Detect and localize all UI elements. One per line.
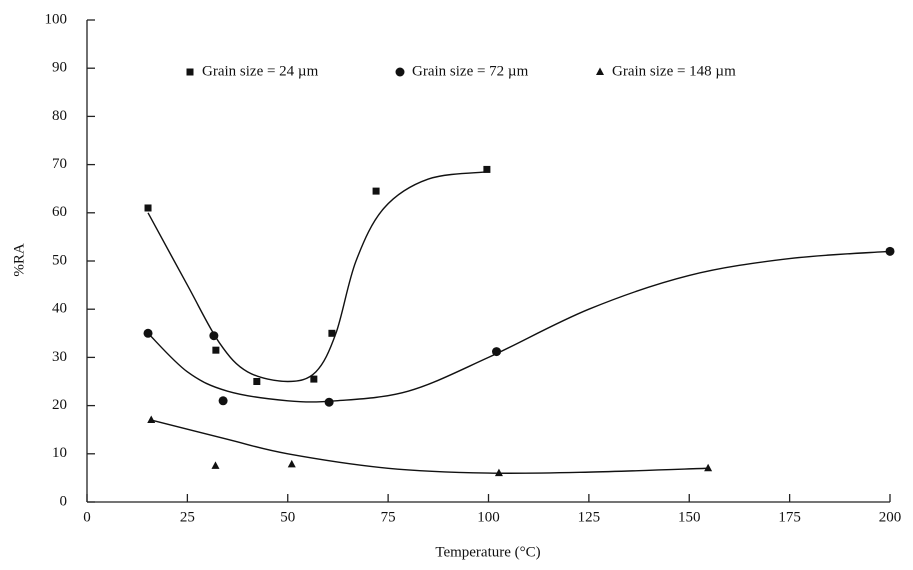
y-tick-label: 100	[45, 11, 68, 27]
point	[253, 378, 261, 385]
legend-marker	[395, 67, 405, 77]
x-tick-label: 150	[678, 509, 701, 525]
x-tick-label: 200	[879, 509, 902, 525]
point	[492, 347, 502, 357]
point	[218, 396, 228, 406]
point	[494, 468, 503, 477]
x-tick-label: 0	[83, 509, 91, 525]
x-axis-label: Temperature (°C)	[435, 544, 540, 560]
x-tick-label: 50	[280, 509, 295, 525]
point	[143, 328, 153, 338]
y-tick-label: 30	[52, 349, 67, 365]
point	[287, 459, 296, 468]
y-tick-label: 90	[52, 60, 67, 76]
y-tick-label: 60	[52, 204, 67, 220]
point	[211, 461, 220, 469]
fit-curve	[151, 419, 709, 475]
point	[483, 165, 491, 173]
point	[310, 375, 318, 383]
legend-marker	[186, 68, 194, 76]
y-tick-label: 80	[52, 108, 67, 124]
point	[328, 329, 336, 337]
legend-label: Grain size = 72 µm	[412, 63, 529, 79]
point	[147, 415, 156, 424]
legend-label: Grain size = 148 µm	[612, 63, 736, 79]
legend-label: Grain size = 24 µm	[202, 63, 319, 79]
point	[324, 397, 334, 407]
y-tick-label: 10	[52, 445, 67, 461]
point	[885, 246, 895, 256]
y-tick-label: 70	[52, 156, 67, 172]
fit-curve	[147, 250, 891, 403]
y-tick-label: 50	[52, 252, 67, 268]
x-tick-label: 75	[381, 509, 396, 525]
y-tick-label: 0	[60, 493, 68, 509]
y-tick-label: 40	[52, 301, 67, 317]
point	[212, 346, 220, 354]
x-tick-label: 100	[477, 509, 500, 525]
point	[144, 204, 152, 212]
point	[704, 463, 713, 472]
point	[209, 331, 219, 341]
fit-curve	[147, 171, 487, 383]
x-tick-label: 175	[778, 509, 801, 525]
x-tick-label: 25	[180, 509, 195, 525]
x-tick-label: 125	[578, 509, 601, 525]
y-tick-label: 20	[52, 397, 67, 413]
y-axis-label: %RA	[11, 243, 27, 277]
legend-marker	[596, 67, 604, 75]
point	[372, 187, 380, 195]
